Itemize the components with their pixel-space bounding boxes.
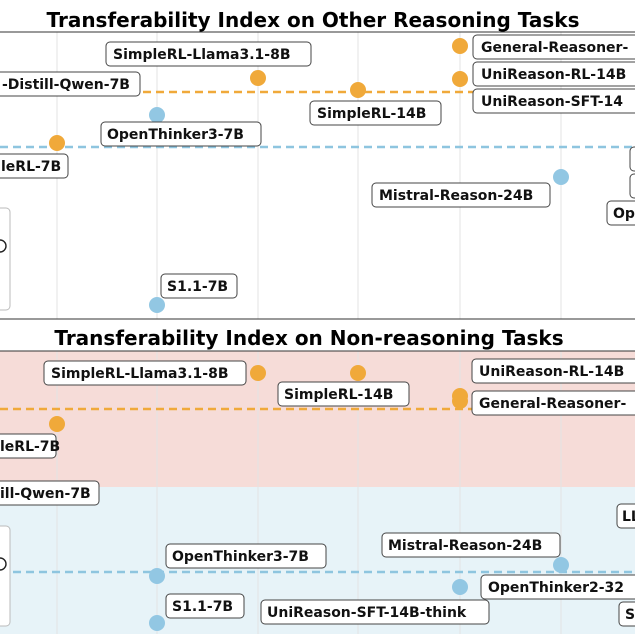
panel1-point-10 [149,297,165,313]
svg-text:Mistral-Reason-24B: Mistral-Reason-24B [379,188,533,204]
svg-text:OpenThinker3-7B: OpenThinker3-7B [107,127,244,143]
svg-text:S1.1-7B: S1.1-7B [172,599,233,615]
panel2-label-ll: LL [616,503,635,529]
svg-text:General-Reasoner-: General-Reasoner- [479,396,626,412]
panel2-label-openthinker2: OpenThinker2-32 [480,574,635,600]
panel1-label-simplerl-14b: SimpleRL-14B [309,100,442,126]
panel2-point-9 [452,579,468,595]
panel2-label-distill-qwen: ill-Qwen-7B [0,480,100,506]
svg-text:Op: Op [613,206,635,222]
panel2-point-8 [149,568,165,584]
panel1-label-unireason-sft: UniReason-SFT-14 [472,88,635,114]
svg-text:UniReason-RL-14B: UniReason-RL-14B [479,364,624,380]
panel2-label-general-reasoner: General-Reasoner- [471,390,635,416]
panel2-plot: SimpleRL-Llama3.1-8B UniReason-RL-14B Si… [0,350,635,634]
panel2-legend-box [0,525,11,627]
svg-text:SimpleRL-Llama3.1-8B: SimpleRL-Llama3.1-8B [113,47,291,63]
panel1-legend-box [0,207,11,311]
panel2-label-mistral-reason: Mistral-Reason-24B [381,532,561,558]
panel1-label-unireason-rl: UniReason-RL-14B [472,61,635,87]
panel1-label-edge-box-a [629,146,635,172]
svg-text:OpenThinker3-7B: OpenThinker3-7B [172,549,309,565]
svg-text:UniReason-SFT-14B-think: UniReason-SFT-14B-think [267,605,467,621]
panel2-label-simplerl-7b: leRL-7B [0,433,60,459]
panel2-point-7 [553,557,569,573]
svg-text:S1.1-7B: S1.1-7B [167,279,228,295]
panel1-label-op: Op [606,200,635,226]
panel1-label-general-reasoner: General-Reasoner- [472,34,635,60]
panel2-point-3 [452,393,468,409]
panel2-point-10 [149,615,165,631]
panel2-label-unireason-sft: UniReason-SFT-14B-think [260,599,490,625]
panel2-label-openthinker3: OpenThinker3-7B [165,543,327,569]
panel1-label-simplerl-7b: leRL-7B [0,153,69,179]
panel2-title: Transferability Index on Non-reasoning T… [54,326,563,350]
panel1-point-1 [250,70,266,86]
panel2-label-simplerl-14b: SimpleRL-14B [277,381,410,407]
panel1-label-edge-box-b [629,173,635,199]
panel1-label-mistral-reason: Mistral-Reason-24B [371,182,551,208]
svg-text:leRL-7B: leRL-7B [1,159,61,175]
panel2-point-2 [350,365,366,381]
svg-text:SimpleRL-14B: SimpleRL-14B [284,387,393,403]
panel2-label-s11: S1.1-7B [165,593,245,619]
panel2-legend-marker-fragment [0,557,7,571]
svg-text:-Distill-Qwen-7B: -Distill-Qwen-7B [2,77,130,93]
panel2-point-4 [49,416,65,432]
panel2-label-s: S [618,601,635,627]
svg-text:LL: LL [622,509,635,525]
svg-text:leRL-7B: leRL-7B [0,439,60,455]
svg-text:General-Reasoner-: General-Reasoner- [481,40,628,56]
panel2-point-0 [250,365,266,381]
panel1-label-distill-qwen: -Distill-Qwen-7B [0,71,141,97]
panel1-point-6 [149,107,165,123]
svg-text:ill-Qwen-7B: ill-Qwen-7B [0,486,91,502]
panel1-point-8 [553,169,569,185]
svg-text:Mistral-Reason-24B: Mistral-Reason-24B [388,538,542,554]
panel1-label-simplerl-llama: SimpleRL-Llama3.1-8B [105,41,312,67]
svg-text:S: S [625,607,635,623]
panel1-point-2 [452,71,468,87]
panel2-label-unireason-rl: UniReason-RL-14B [471,358,635,384]
panel1-point-0 [452,38,468,54]
svg-text:SimpleRL-Llama3.1-8B: SimpleRL-Llama3.1-8B [51,366,229,382]
panel1-point-4 [350,82,366,98]
svg-text:SimpleRL-14B: SimpleRL-14B [317,106,426,122]
panel1-title: Transferability Index on Other Reasoning… [47,8,580,32]
panel1-legend-marker-fragment [0,239,7,253]
svg-text:UniReason-SFT-14: UniReason-SFT-14 [481,94,623,110]
panel1-label-s11: S1.1-7B [160,273,238,299]
panel1-point-7 [49,135,65,151]
svg-text:OpenThinker2-32: OpenThinker2-32 [488,580,624,596]
panel1-plot: General-Reasoner- SimpleRL-Llama3.1-8B U… [0,31,635,320]
panel1-label-openthinker3: OpenThinker3-7B [100,121,262,147]
panel2-label-simplerl-llama: SimpleRL-Llama3.1-8B [43,360,247,386]
svg-text:UniReason-RL-14B: UniReason-RL-14B [481,67,626,83]
